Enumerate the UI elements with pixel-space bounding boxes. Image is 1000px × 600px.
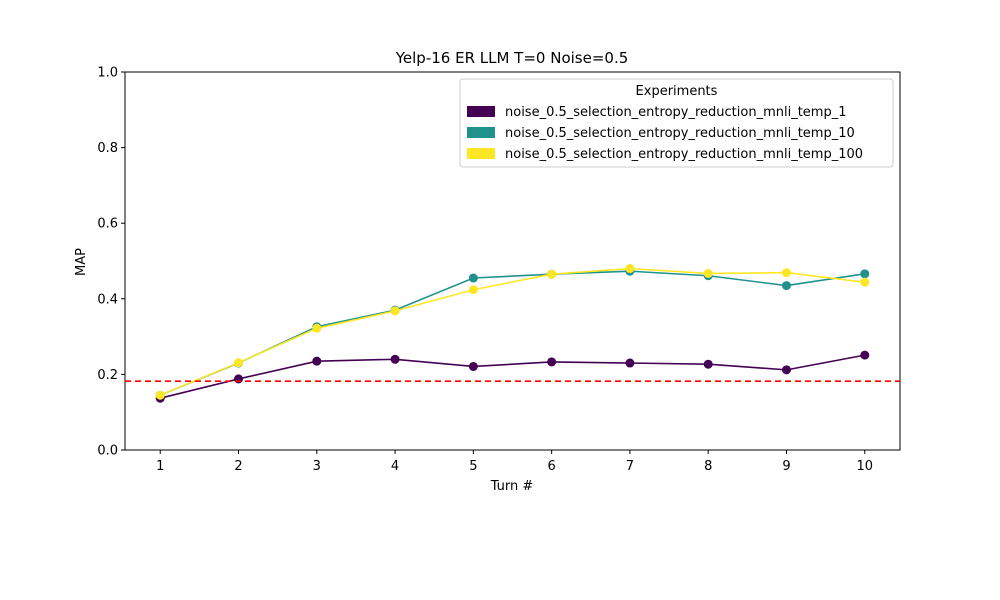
y-tick-label: 0.2 — [97, 368, 118, 383]
x-tick-label: 9 — [782, 459, 790, 474]
axes-frame — [124, 71, 901, 451]
series-line — [160, 354, 865, 399]
data-point — [781, 268, 791, 278]
data-point — [703, 268, 713, 278]
data-point — [781, 365, 791, 375]
data-point — [312, 323, 322, 333]
series-line — [159, 267, 865, 396]
y-tick-label: 1.0 — [97, 66, 118, 81]
data-point — [860, 277, 870, 287]
x-tick-label: 10 — [856, 459, 873, 474]
data-point — [390, 354, 400, 364]
data-point — [468, 273, 478, 283]
x-tick-label: 4 — [391, 459, 399, 474]
data-point — [547, 269, 557, 279]
y-tick-label: 0.6 — [97, 217, 118, 232]
y-tick-label: 0.0 — [97, 444, 118, 459]
data-point — [468, 285, 478, 295]
x-axis-label: Turn # — [490, 479, 534, 494]
data-point — [781, 281, 791, 291]
x-tick-label: 1 — [156, 459, 164, 474]
y-tick-label: 0.8 — [97, 141, 118, 156]
data-point — [390, 306, 400, 316]
x-tick-label: 6 — [548, 459, 556, 474]
y-axis-label: MAP — [74, 248, 89, 276]
x-tick-label: 5 — [469, 459, 477, 474]
data-point — [860, 350, 870, 360]
x-tick-label: 2 — [234, 459, 242, 474]
legend: Experiments noise_0.5_selection_entropy_r… — [459, 78, 894, 168]
legend-swatch — [467, 148, 495, 159]
data-point — [703, 359, 713, 369]
legend-swatch — [467, 106, 495, 117]
data-point — [625, 358, 635, 368]
data-point — [155, 390, 165, 400]
legend-swatch — [467, 127, 495, 138]
series-line — [159, 270, 865, 396]
data-point — [234, 358, 244, 368]
data-point — [468, 361, 478, 371]
plot-area: 0.0 0.2 0.4 0.6 0.8 1.0 1 2 3 4 5 6 7 8 9 10 — [97, 66, 901, 474]
legend-entry-label: noise_0.5_selection_entropy_reduction_mn… — [505, 126, 855, 141]
legend-title: Experiments — [636, 84, 718, 99]
y-tick-label: 0.4 — [97, 292, 118, 307]
x-tick-label: 8 — [704, 459, 712, 474]
data-point — [625, 264, 635, 274]
legend-entry-label: noise_0.5_selection_entropy_reduction_mn… — [505, 147, 863, 162]
legend-entry-label: noise_0.5_selection_entropy_reduction_mn… — [505, 105, 846, 120]
data-point — [312, 356, 322, 366]
chart-title: Yelp-16 ER LLM T=0 Noise=0.5 — [395, 49, 629, 67]
x-tick-label: 7 — [626, 459, 634, 474]
x-tick-label: 3 — [313, 459, 321, 474]
legend-frame — [459, 78, 894, 168]
data-point — [860, 269, 870, 279]
data-point — [234, 374, 244, 384]
data-point — [547, 357, 557, 367]
